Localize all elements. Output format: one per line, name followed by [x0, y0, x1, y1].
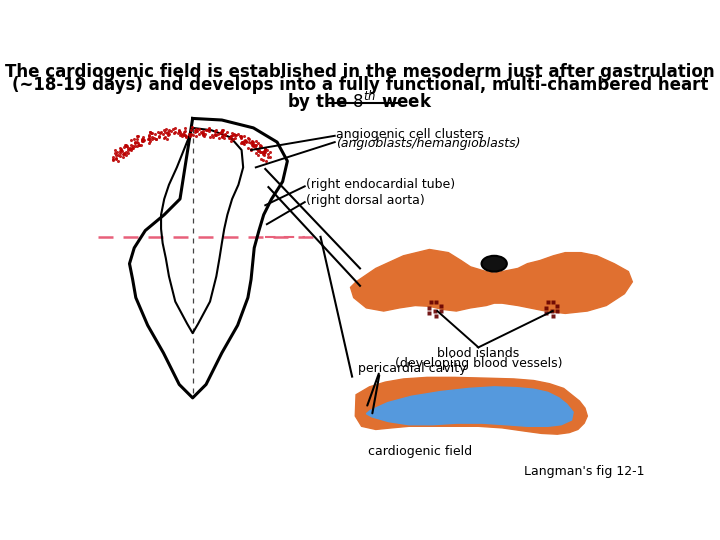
- Text: by the $8^{th}$ week: by the $8^{th}$ week: [287, 89, 433, 113]
- Polygon shape: [355, 377, 588, 434]
- Polygon shape: [366, 387, 573, 426]
- Text: (right dorsal aorta): (right dorsal aorta): [306, 194, 425, 207]
- Text: (angioblasts/hemangioblasts): (angioblasts/hemangioblasts): [336, 137, 521, 150]
- Polygon shape: [351, 249, 632, 313]
- Text: (~18-19 days) and develops into a fully functional, multi-chambered heart: (~18-19 days) and develops into a fully …: [12, 76, 708, 94]
- Text: (developing blood vessels): (developing blood vessels): [395, 357, 562, 370]
- Text: The cardiogenic field is established in the mesoderm just after gastrulation: The cardiogenic field is established in …: [5, 63, 715, 81]
- Text: cardiogenic field: cardiogenic field: [368, 445, 472, 458]
- Text: (right endocardial tube): (right endocardial tube): [306, 178, 456, 191]
- Text: angiogenic cell clusters: angiogenic cell clusters: [336, 128, 484, 141]
- Ellipse shape: [482, 256, 507, 272]
- Text: pericardial cavity: pericardial cavity: [359, 362, 467, 375]
- Text: Langman's fig 12-1: Langman's fig 12-1: [524, 465, 644, 478]
- Text: blood islands: blood islands: [437, 347, 520, 360]
